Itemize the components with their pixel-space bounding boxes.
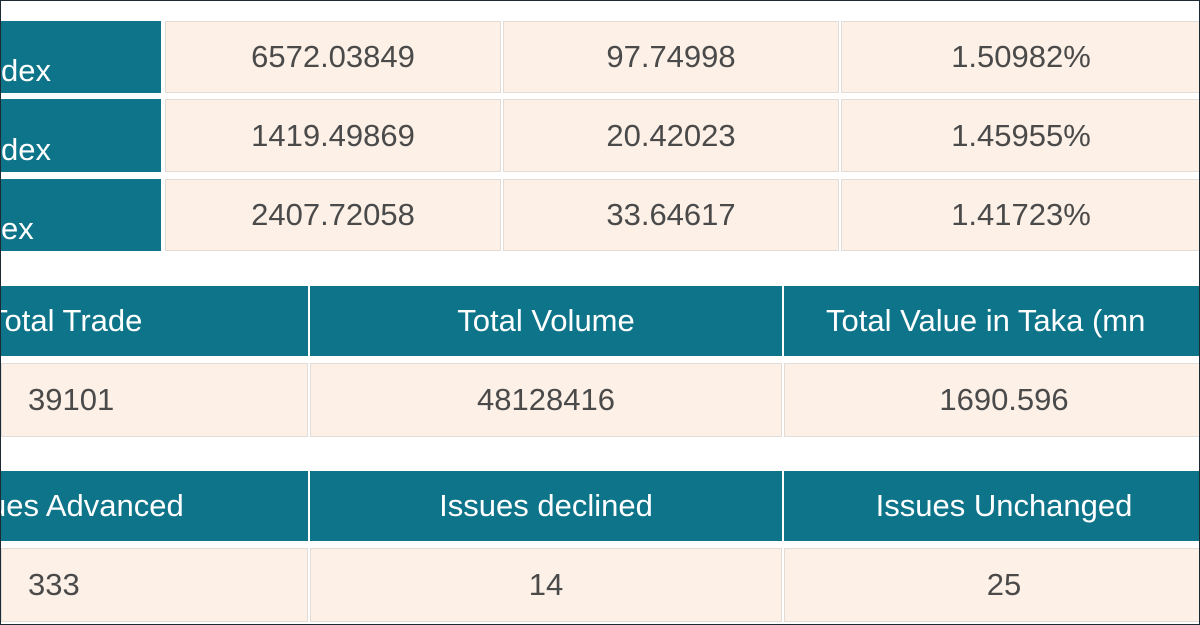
column-header: Total Value in Taka (mn — [784, 286, 1199, 356]
table-value: 14 — [310, 548, 782, 622]
index-name: ex — [1, 179, 161, 251]
index-value: 6572.03849 — [165, 21, 501, 93]
table-value: 39101 — [1, 363, 308, 437]
index-value: 1.41723% — [841, 179, 1199, 251]
column-header: Issues Unchanged — [784, 471, 1199, 541]
index-name: dex — [1, 21, 161, 93]
table-value: 1690.596 — [784, 363, 1199, 437]
index-value: 33.64617 — [503, 179, 839, 251]
index-value: 2407.72058 — [165, 179, 501, 251]
column-header: ues Advanced — [1, 471, 308, 541]
index-name: dex — [1, 99, 161, 172]
table-value: 333 — [1, 548, 308, 622]
table-value: 25 — [784, 548, 1199, 622]
column-header: Total Trade — [1, 286, 308, 356]
index-value: 20.42023 — [503, 99, 839, 172]
column-header: Total Volume — [310, 286, 782, 356]
column-header: Issues declined — [310, 471, 782, 541]
index-value: 1.45955% — [841, 99, 1199, 172]
index-value: 97.74998 — [503, 21, 839, 93]
index-value: 1.50982% — [841, 21, 1199, 93]
index-value: 1419.49869 — [165, 99, 501, 172]
table-value: 48128416 — [310, 363, 782, 437]
